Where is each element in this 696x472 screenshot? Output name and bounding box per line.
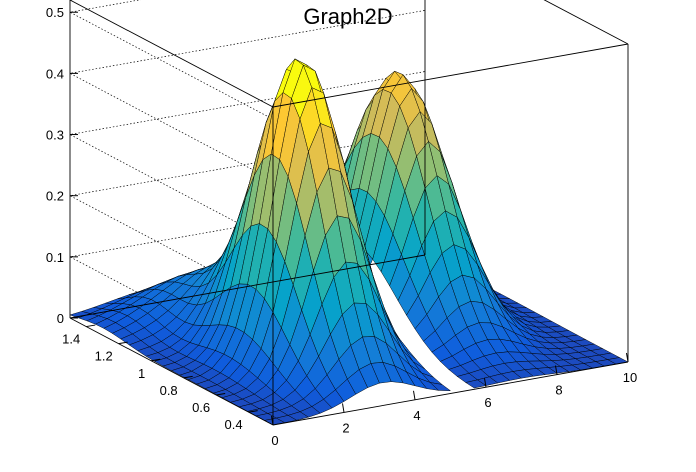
x-tick (555, 365, 558, 375)
chart-title: Graph2D (303, 4, 393, 29)
x-tick-label: 4 (413, 408, 420, 423)
y-tick-label: 1.4 (62, 332, 80, 347)
y-tick-label: 0.6 (192, 400, 210, 415)
y-tick-label: 0.8 (160, 383, 178, 398)
z-tick-label: 0 (57, 311, 64, 326)
z-tick-label: 0.1 (46, 250, 64, 265)
y-tick-label: 1.2 (95, 349, 113, 364)
y-tick (118, 341, 128, 345)
x-tick (342, 403, 345, 413)
x-tick-label: 2 (342, 420, 349, 435)
frame-edge (272, 361, 629, 426)
x-tick (413, 390, 416, 400)
axis-layer: 0 0.1 0.2 0.3 0.4 0.5 0.4 0.6 0.8 1 1.2 1.4 0 2 4 6 8 10 (46, 5, 637, 448)
frame-layer (69, 0, 629, 426)
y-tick (151, 358, 161, 362)
x-tick-label: 0 (271, 433, 278, 448)
frame-edge (69, 317, 274, 426)
x-tick (271, 415, 274, 426)
z-tick-label: 0.3 (46, 128, 64, 143)
surface-cell (429, 382, 452, 392)
y-tick-label: 1 (138, 366, 145, 381)
frame-edge (69, 0, 274, 108)
z-tick-label: 0.4 (46, 66, 64, 81)
x-tick-label: 10 (623, 370, 637, 385)
surface-layer (69, 58, 629, 426)
z-gridline (68, 10, 426, 181)
y-tick (183, 375, 193, 379)
y-tick (86, 324, 96, 328)
frame-edge (69, 254, 426, 319)
y-tick (248, 410, 258, 413)
y-tick-label: 0.4 (225, 417, 243, 432)
x-tick (484, 378, 487, 388)
x-tick-label: 8 (555, 383, 562, 398)
frame-edge (272, 43, 629, 108)
y-tick (216, 393, 226, 396)
frame-edge (543, 0, 629, 45)
z-tick-label: 0.5 (46, 5, 64, 20)
x-tick-label: 6 (484, 395, 491, 410)
x-tick (626, 352, 629, 363)
z-tick-label: 0.2 (46, 189, 64, 204)
